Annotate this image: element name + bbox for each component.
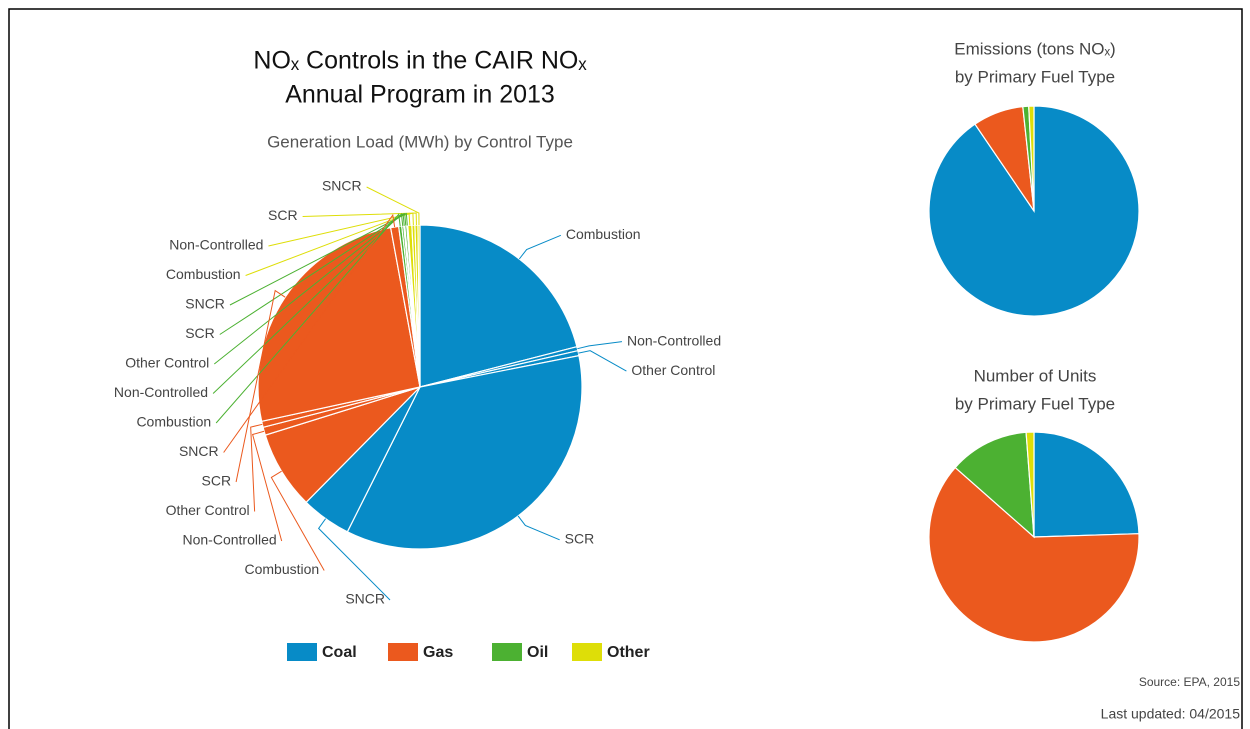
pie-slice — [1033, 431, 1140, 538]
slice-label: Non-Controlled — [169, 237, 263, 253]
pie-slice — [257, 226, 421, 423]
pie-slice — [346, 354, 583, 550]
pie-slice — [954, 431, 1035, 539]
frame — [8, 8, 1243, 729]
pie-slice — [928, 466, 1140, 643]
updated-note: Last updated: 04/2015 — [1101, 706, 1241, 722]
label-connector — [366, 186, 420, 226]
label-connector — [245, 212, 411, 276]
chart-title: NOₓ Controls in the CAIR NOₓ — [253, 47, 587, 75]
label-connector — [302, 212, 417, 226]
label-connector — [317, 518, 391, 601]
pie-slice — [419, 224, 578, 388]
pie-slice — [1025, 431, 1035, 538]
legend-swatch — [388, 643, 418, 661]
label-connector — [212, 212, 404, 394]
slice-label: SNCR — [345, 591, 385, 607]
slice-label: SNCR — [322, 178, 362, 194]
label-connector — [229, 212, 408, 306]
legend-label: Coal — [322, 644, 357, 661]
label-connector — [270, 470, 325, 571]
slice-label: Combustion — [166, 266, 241, 282]
slice-label: SCR — [185, 325, 215, 341]
chart-subtitle: Generation Load (MWh) by Control Type — [267, 132, 573, 151]
label-connector — [577, 341, 623, 350]
label-connector — [251, 430, 283, 542]
slice-label: Non-Controlled — [114, 384, 208, 400]
pie-title: Emissions (tons NOₓ) — [954, 39, 1115, 58]
label-connector — [268, 212, 414, 247]
label-connector — [235, 289, 286, 483]
slice-label: Other Control — [631, 362, 715, 378]
slice-label: SNCR — [179, 443, 219, 459]
label-connector — [213, 212, 405, 365]
pie-title: by Primary Fuel Type — [955, 67, 1115, 86]
legend-swatch — [287, 643, 317, 661]
slice-label: Non-Controlled — [183, 532, 277, 548]
label-connector — [250, 423, 263, 512]
pie-slice — [1028, 105, 1035, 212]
slice-label: Other Control — [166, 502, 250, 518]
label-connector — [223, 213, 396, 453]
slice-label: SCR — [268, 207, 298, 223]
label-connector — [215, 213, 401, 424]
slice-label: Combustion — [566, 226, 641, 242]
legend-swatch — [572, 643, 602, 661]
pie-slice — [417, 224, 421, 388]
pie-title: Number of Units — [974, 366, 1097, 385]
source-note: Source: EPA, 2015 — [1139, 675, 1241, 689]
label-connector — [517, 515, 560, 541]
slice-label: Non-Controlled — [627, 332, 721, 348]
slice-label: Combustion — [136, 414, 211, 430]
chart-title: Annual Program in 2013 — [285, 81, 555, 109]
slice-label: Combustion — [245, 561, 320, 577]
slice-label: Other Control — [125, 355, 209, 371]
slice-label: SNCR — [185, 296, 225, 312]
legend-label: Gas — [423, 644, 453, 661]
slice-label: SCR — [565, 531, 595, 547]
legend-label: Oil — [527, 644, 548, 661]
label-connector — [518, 234, 562, 260]
legend-swatch — [492, 643, 522, 661]
label-connector — [578, 350, 627, 372]
legend-label: Other — [607, 644, 650, 661]
slice-label: SCR — [202, 473, 232, 489]
pie-title: by Primary Fuel Type — [955, 394, 1115, 413]
